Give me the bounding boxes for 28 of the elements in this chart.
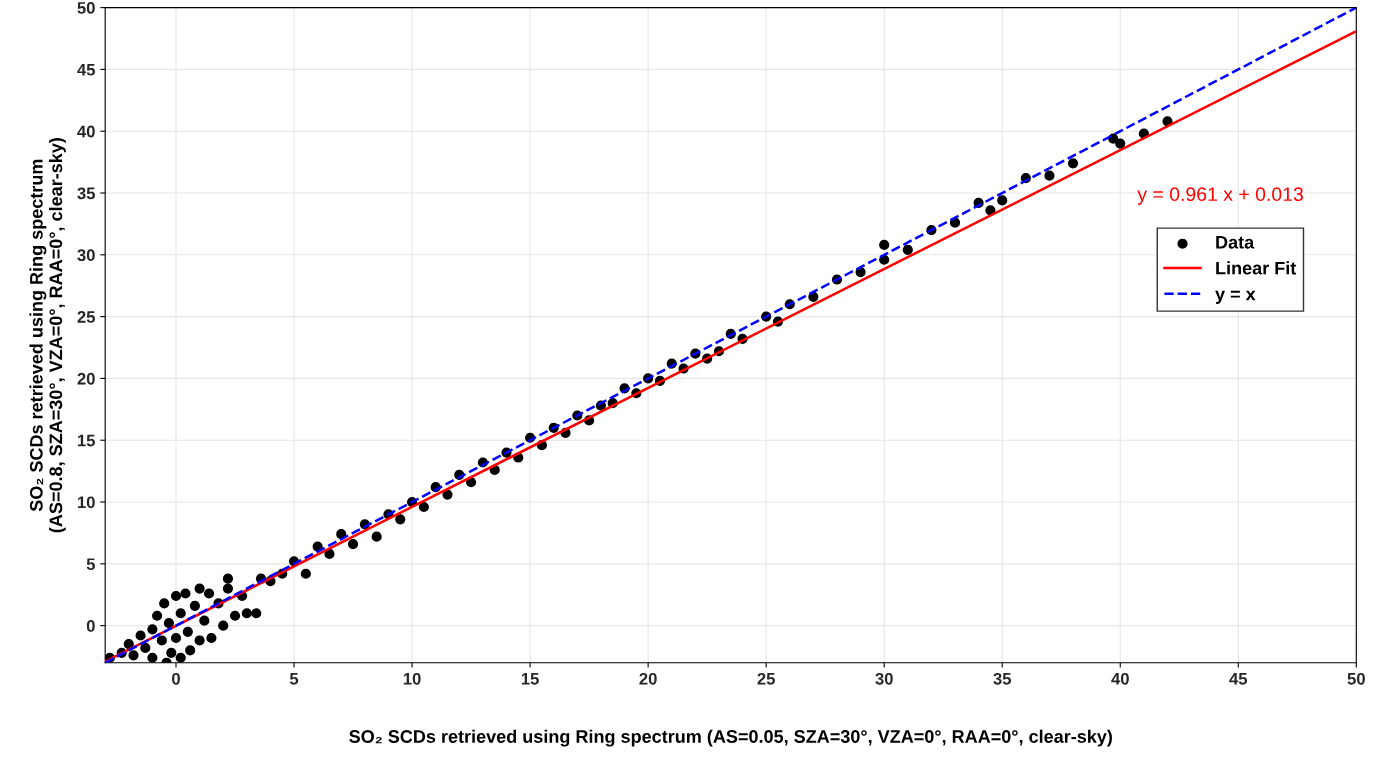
legend-label: Linear Fit: [1216, 261, 1297, 275]
x-tick-label: 20: [639, 672, 657, 685]
y-tick-label: 45: [77, 63, 95, 76]
y-tick-label: 15: [77, 434, 95, 447]
y-tick-label: 50: [77, 2, 95, 14]
x-tick-label: 40: [1111, 672, 1129, 685]
x-tick-label: 15: [521, 673, 539, 685]
x-tick-label: 5: [289, 673, 299, 685]
x-tick-label: 50: [1347, 672, 1365, 685]
y-axis-title: SO₂ SCDs retrieved using Ring spectrum (AS=0.8, SZA=30°, VZA=0°, RAA=0°, clear-sky): [29, 138, 66, 533]
y-tick-label: 35: [77, 187, 95, 200]
legend-label: Data: [1216, 236, 1255, 249]
y-tick-label: 20: [77, 372, 95, 385]
x-tick-label: 35: [993, 672, 1012, 685]
legend-label: y = x: [1215, 290, 1256, 304]
y-tick-label: 10: [77, 496, 95, 509]
y-tick-label: 30: [77, 249, 95, 262]
x-tick-label: 45: [1229, 673, 1248, 685]
y-tick-label: 5: [86, 558, 95, 571]
x-tick-label: 30: [875, 672, 893, 685]
x-tick-label: 25: [757, 672, 775, 685]
annotation: y = 0.961 x + 0.013: [1137, 187, 1303, 205]
x-tick-label: 10: [403, 672, 421, 685]
x-tick-label: 0: [172, 672, 180, 685]
y-tick-label: 25: [77, 311, 95, 323]
y-tick-label: 40: [77, 125, 95, 138]
x-axis-title: SO₂ SCDs retrieved using Ring spectrum (AS=0.05, SZA=30°, VZA=0°, RAA=0°, clear-sky): [349, 729, 1112, 747]
y-tick-label: 0: [86, 620, 95, 632]
